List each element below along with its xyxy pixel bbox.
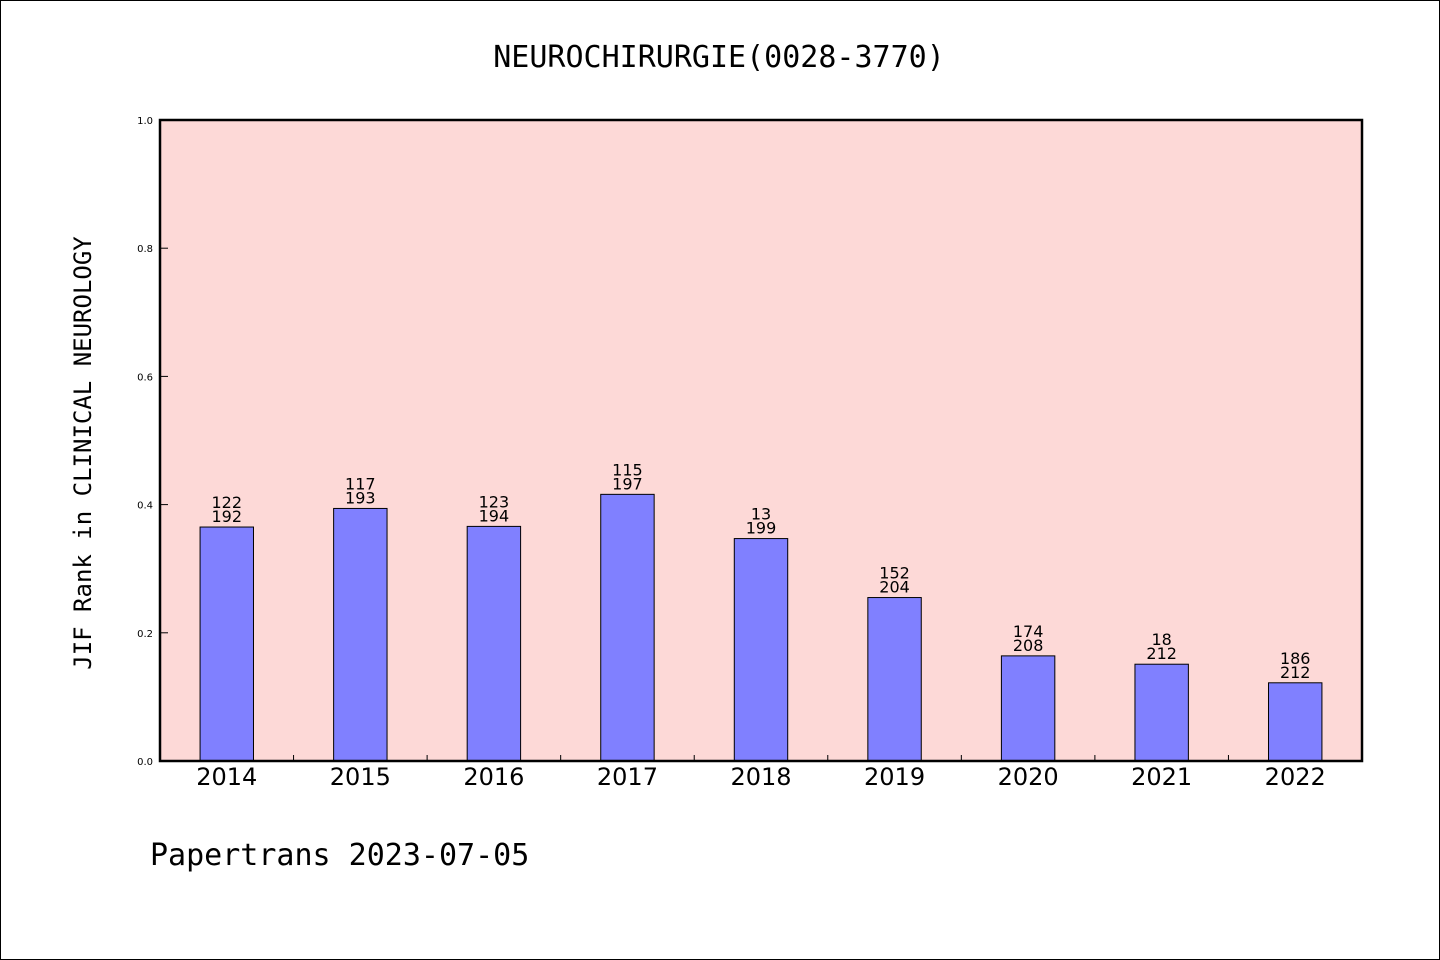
bar-total-label: 194 bbox=[479, 506, 510, 525]
bar-total-label: 212 bbox=[1146, 644, 1177, 663]
bar-rank-label: 122 bbox=[212, 493, 243, 512]
plot-border bbox=[158, 118, 1364, 763]
bar-total-label: 199 bbox=[746, 519, 777, 538]
bar-rank-label: 117 bbox=[345, 474, 376, 493]
bar-rank-label: 115 bbox=[612, 460, 643, 479]
y-tick-label: 1.0 bbox=[137, 116, 153, 127]
bar-rank-label: 18 bbox=[1151, 630, 1171, 649]
x-tick-label: 2021 bbox=[1131, 763, 1192, 791]
bar-2014 bbox=[199, 526, 254, 762]
bar-total-label: 193 bbox=[345, 488, 376, 507]
bar-2021 bbox=[1134, 663, 1189, 762]
x-tick-label: 2016 bbox=[463, 763, 524, 791]
bar-rank-label: 174 bbox=[1013, 622, 1044, 641]
x-tick-label: 2017 bbox=[597, 763, 658, 791]
bar-2016 bbox=[466, 525, 522, 762]
bar-rank-label: 186 bbox=[1280, 649, 1311, 668]
y-tick-label: 0.8 bbox=[137, 244, 153, 255]
footer-credit: Papertrans 2023-07-05 bbox=[150, 838, 529, 873]
x-tick-label: 2014 bbox=[196, 763, 257, 791]
bar-2022 bbox=[1268, 682, 1323, 762]
bar-rank-label: 123 bbox=[479, 492, 510, 511]
x-tick-label: 2019 bbox=[864, 763, 925, 791]
x-axis-ticks: 2014 2015 2016 2017 2018 2019 2020 2021 2022 bbox=[196, 755, 1326, 791]
chart-title: NEUROCHIRURGIE(0028-3770) bbox=[493, 40, 945, 75]
bar-total-label: 192 bbox=[212, 507, 243, 526]
x-tick-label: 2020 bbox=[998, 763, 1059, 791]
bar-total-label: 208 bbox=[1013, 636, 1044, 655]
bar-total-label: 204 bbox=[879, 578, 910, 597]
x-tick-label: 2022 bbox=[1265, 763, 1326, 791]
bar-rank-label: 152 bbox=[879, 564, 910, 583]
bar-2018 bbox=[733, 538, 789, 762]
bar-rank-label: 13 bbox=[751, 505, 771, 524]
bar-2019 bbox=[867, 597, 922, 762]
y-axis-label: JIF Rank in CLINICAL NEUROLOGY bbox=[69, 236, 97, 670]
bar-total-label: 212 bbox=[1280, 663, 1311, 682]
bar-2020 bbox=[1000, 655, 1056, 762]
y-tick-label: 0.0 bbox=[137, 757, 153, 768]
y-tick-label: 0.2 bbox=[137, 629, 153, 640]
y-tick-label: 0.4 bbox=[137, 501, 153, 512]
bar-2015 bbox=[333, 507, 388, 762]
y-tick-label: 0.6 bbox=[137, 372, 153, 383]
x-tick-label: 2018 bbox=[730, 763, 791, 791]
x-tick-label: 2015 bbox=[330, 763, 391, 791]
bar-2017 bbox=[600, 493, 655, 762]
bar-total-label: 197 bbox=[612, 474, 643, 493]
